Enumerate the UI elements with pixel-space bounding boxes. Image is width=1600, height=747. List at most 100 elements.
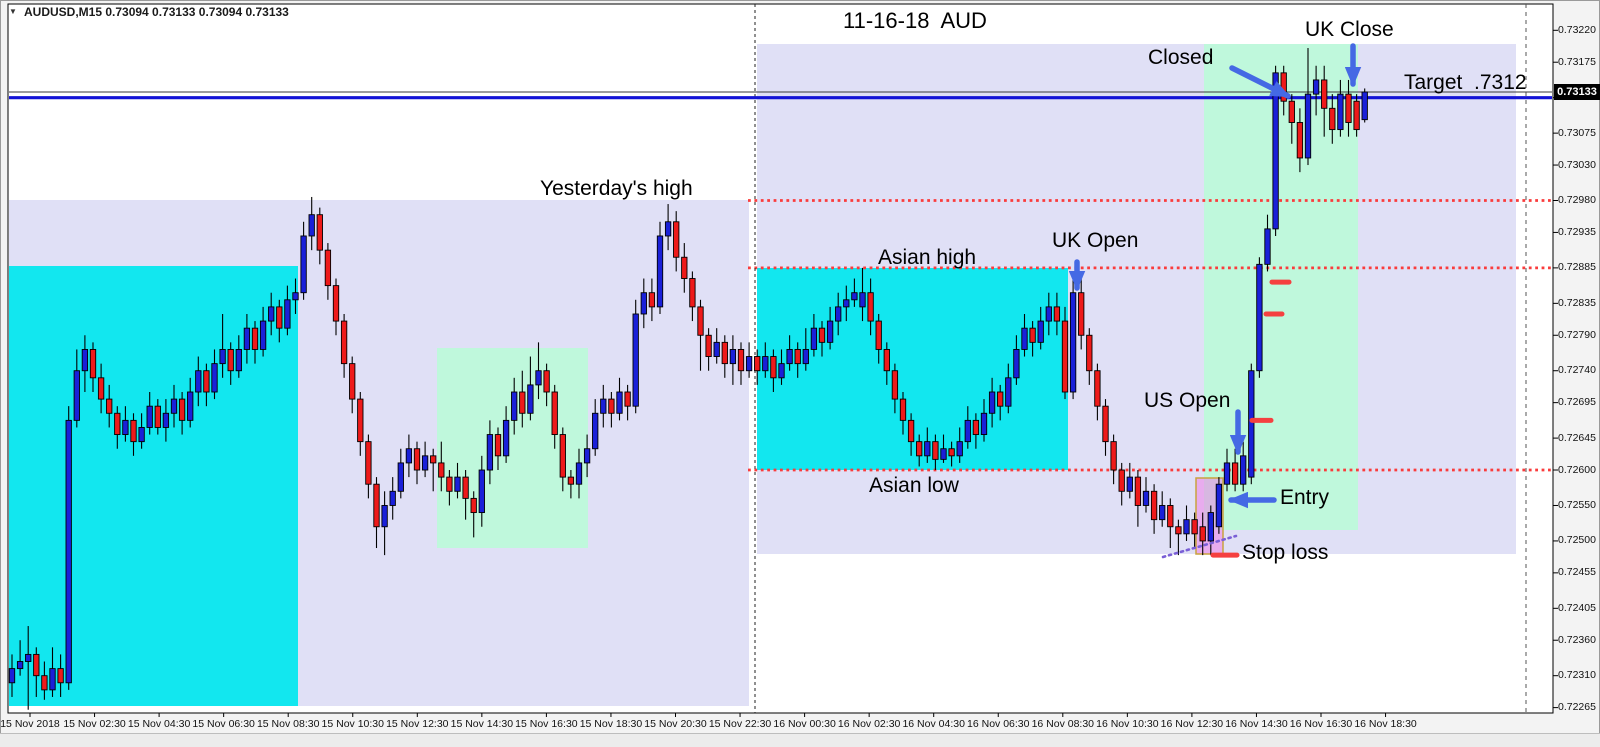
candle-body [940,448,947,460]
candle-body [640,292,647,315]
candle-body [972,419,980,436]
candle-body [405,448,413,464]
candle-body [956,441,963,457]
candle-body [762,356,769,372]
time-tick-label: 15 Nov 20:30 [644,718,707,730]
annotation-stop-loss: Stop loss [1242,541,1329,564]
candle-body [1256,263,1263,372]
candle-body [1167,505,1174,528]
candle-body [729,348,737,365]
candle-body [567,476,575,485]
candle-body [802,348,809,365]
candle-body [1045,306,1052,322]
candle-body [114,412,121,436]
annotation-uk-close: UK Close [1305,18,1394,41]
candle-body [778,363,785,379]
candle-body [1183,519,1190,535]
candle-body [511,391,518,421]
candle-body [203,370,210,393]
candle-body [1094,370,1101,407]
candle-body [357,398,364,443]
entry-trendline [1161,534,1238,559]
symbol-ohlc-readout: AUDUSD,M15 0.73094 0.73133 0.73094 0.731… [24,5,289,19]
candle-body [187,391,194,421]
candle-body [97,377,105,400]
candle-body [1272,72,1279,230]
candle-body [891,370,899,400]
candle-body [527,384,534,414]
candle-body [632,313,639,407]
candle-body [1353,100,1360,131]
candle-body [308,214,315,237]
candle-body [1102,405,1109,443]
candle-body [1199,526,1206,542]
candle-body [1037,320,1044,343]
time-tick-label: 16 Nov 10:30 [1096,718,1159,730]
time-tick-label: 15 Nov 04:30 [127,718,191,730]
candle-body [33,653,40,677]
candle-body [227,348,234,372]
candle-body [1231,462,1239,485]
candle-body [754,356,761,372]
candle-body [1296,122,1304,159]
candle-body [251,327,259,350]
time-tick-label: 15 Nov 12:30 [386,718,449,730]
price-tick-label: 0.72645 [1558,431,1596,444]
candle-body [41,675,48,691]
candle-body [535,370,542,386]
price-tick-label: 0.72550 [1558,498,1596,511]
closed-arrow [1229,65,1291,99]
candle-body [843,299,850,308]
candle-body [284,299,291,329]
annotation-asian-low: Asian low [869,474,959,497]
time-tick-label: 16 Nov 08:30 [1031,718,1095,730]
candle-body [81,348,89,372]
candle-body [559,434,566,478]
candle-body [73,370,80,421]
candle-body [616,391,623,414]
candle-body [49,668,56,691]
candle-body [851,292,858,301]
candle-body [835,306,842,322]
price-tick-label: 0.72740 [1558,364,1596,377]
candle-body [592,412,599,450]
candle-body [600,398,607,414]
candle-body [243,327,251,350]
annotation-us-open: US Open [1144,389,1231,412]
candle-body [381,505,388,528]
candle-body [365,441,372,485]
candle-body [1337,93,1344,131]
time-tick-label: 15 Nov 18:30 [579,718,643,730]
symbol-collapse-icon[interactable]: ▼ [9,7,17,16]
candle-body [1086,334,1093,372]
candle-body [462,476,469,499]
time-tick-label: 16 Nov 06:30 [967,718,1030,730]
candle-body [899,398,907,421]
candle-body [276,306,283,329]
candle-body [235,348,242,372]
window-bottom-strip [0,733,1600,747]
annotation-target: Target .7312 [1404,71,1527,94]
candle-body [106,398,113,414]
candle-body [543,370,550,393]
candle-body [1029,327,1036,343]
candle-body [57,668,64,684]
current-price-label: 0.73133 [1554,84,1600,100]
candle-body [948,448,955,457]
candle-body [1248,370,1255,478]
candle-body [988,391,996,414]
candle-body [421,455,429,471]
candle-body [1159,505,1166,521]
candle-body [575,462,583,485]
price-tick-label: 0.72980 [1558,194,1596,206]
candle-body [1361,91,1368,121]
candle-body [1288,100,1295,123]
candle-body [818,327,826,343]
candle-body [25,653,32,662]
time-tick-label: 15 Nov 22:30 [708,718,772,730]
candle-body [689,278,696,308]
price-tick-label: 0.72405 [1558,601,1596,614]
price-tick-label: 0.72835 [1558,296,1596,309]
candle-body [883,348,890,372]
